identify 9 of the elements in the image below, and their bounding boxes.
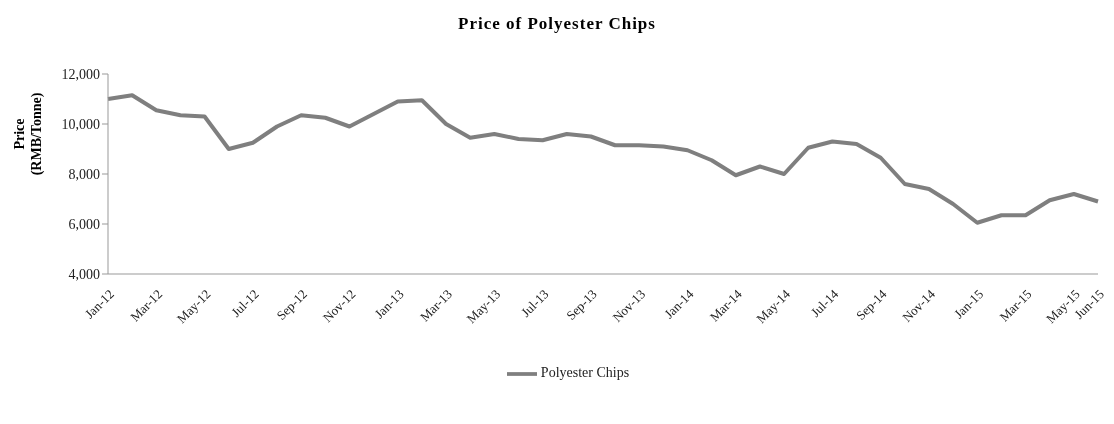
- y-tick-label: 10,000: [61, 116, 100, 132]
- chart-title: Price of Polyester Chips: [457, 14, 657, 34]
- y-tick-label: 8,000: [68, 166, 100, 182]
- y-tick-label: 4,000: [68, 266, 100, 282]
- y-tick-label: 6,000: [68, 216, 100, 232]
- y-axis-title: Price (RMB/Tonne): [11, 92, 45, 176]
- y-tick-label: 12,000: [61, 66, 100, 82]
- legend-label: Polyester Chips: [540, 365, 630, 381]
- line-series: [106, 93, 1100, 225]
